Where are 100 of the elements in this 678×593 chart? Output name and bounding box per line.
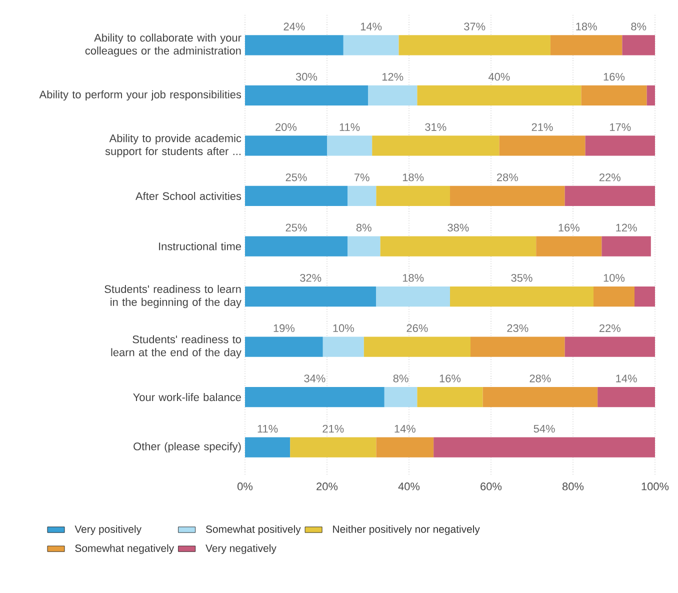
data-label: 17%: [610, 123, 631, 131]
data-label: 11%: [340, 123, 360, 131]
y-tick-label: Your work-life balance: [133, 393, 241, 402]
bar: [343, 35, 399, 56]
bar: [417, 387, 483, 408]
bar: [384, 387, 418, 408]
bar: [499, 136, 586, 156]
legend-label: Very positively: [74, 525, 142, 535]
bar: [348, 236, 380, 256]
data-label: 37%: [464, 22, 486, 30]
data-label: 24%: [284, 22, 305, 30]
legend-label: Somewhat negatively: [75, 544, 174, 554]
data-label: 23%: [507, 324, 528, 332]
data-label: 22%: [599, 324, 620, 332]
x-tick-label: 80%: [562, 482, 584, 490]
y-tick-label: Instructional time: [159, 242, 241, 250]
data-label: 11%: [258, 424, 278, 433]
data-label: 34%: [304, 374, 326, 382]
data-label: 12%: [382, 72, 404, 81]
bar: [470, 336, 565, 357]
y-tick-label: Other (please specify): [134, 442, 241, 452]
bar: [634, 286, 656, 307]
bar: [417, 85, 582, 106]
bar: [245, 437, 290, 458]
data-label: 14%: [394, 424, 416, 433]
bar: [245, 186, 348, 206]
data-label: 7%: [354, 174, 370, 182]
bar: [585, 136, 656, 156]
data-label: 25%: [286, 173, 307, 182]
bar: [550, 35, 622, 56]
bar: [372, 136, 500, 156]
bar: [245, 236, 348, 256]
data-label: 8%: [631, 22, 646, 30]
data-label: 10%: [604, 274, 625, 282]
data-label: 38%: [448, 224, 469, 232]
data-label: 40%: [488, 72, 510, 81]
y-tick-label: Students' readiness to learn at the end of the day: [111, 335, 242, 358]
data-label: 26%: [406, 324, 428, 332]
y-tick-label: After School activities: [136, 192, 242, 200]
bar: [646, 85, 656, 106]
bar: [622, 35, 656, 56]
data-label: 12%: [616, 224, 637, 232]
bar: [245, 136, 327, 156]
y-tick-label: Ability to provide academic support for students after ...: [105, 134, 242, 158]
data-label: 16%: [558, 224, 580, 232]
data-label: 30%: [296, 72, 318, 81]
y-tick-label: Ability to collaborate with your colleagues or the administration: [85, 34, 242, 57]
data-label: 14%: [616, 374, 637, 382]
bar: [450, 186, 565, 206]
bar: [376, 186, 450, 206]
bar: [245, 387, 384, 408]
data-label: 8%: [356, 224, 372, 232]
bar: [594, 286, 635, 307]
bar: [376, 437, 434, 458]
data-label: 18%: [402, 274, 424, 282]
data-label: 31%: [425, 123, 446, 131]
bar: [368, 85, 418, 106]
bar: [398, 35, 550, 56]
y-tick-label: Students' readiness to learn in the beginning of the day: [104, 284, 242, 308]
legend-label: Very negatively: [206, 544, 276, 554]
bar: [602, 236, 651, 256]
data-label: 20%: [276, 123, 297, 131]
bar: [564, 186, 656, 206]
data-label: 18%: [402, 173, 424, 182]
x-tick-label: 60%: [480, 482, 502, 490]
x-tick-label: 0%: [238, 482, 253, 490]
bar: [245, 336, 323, 357]
x-tick-label: 100%: [642, 482, 669, 490]
data-label: 10%: [333, 324, 354, 332]
x-tick-label: 20%: [316, 482, 338, 490]
bar: [598, 387, 656, 408]
y-tick-label: Ability to perform your job responsibilities: [39, 90, 242, 101]
data-label: 18%: [576, 22, 597, 30]
bar: [376, 286, 450, 307]
data-label: 28%: [530, 374, 551, 382]
bar: [245, 286, 376, 307]
bar: [348, 186, 376, 206]
data-label: 16%: [604, 72, 625, 81]
bar: [245, 85, 368, 106]
bar: [327, 136, 372, 156]
data-label: 35%: [511, 274, 532, 282]
legend-label: Somewhat positively: [206, 525, 301, 535]
bar: [450, 286, 594, 307]
bar: [581, 85, 647, 106]
data-label: 19%: [274, 324, 295, 332]
bar: [290, 437, 376, 458]
data-label: 28%: [496, 173, 518, 182]
data-label: 32%: [300, 274, 322, 282]
data-label: 25%: [286, 224, 307, 232]
bar: [536, 236, 602, 256]
bar: [564, 336, 656, 357]
bar: [245, 35, 344, 56]
data-label: 21%: [322, 424, 344, 433]
legend-label: Neither positively nor negatively: [333, 525, 480, 535]
data-label: 22%: [599, 174, 620, 182]
data-label: 16%: [440, 374, 461, 382]
data-label: 8%: [393, 374, 408, 382]
bar: [322, 336, 364, 357]
data-label: 54%: [534, 424, 555, 433]
bar: [364, 336, 471, 357]
